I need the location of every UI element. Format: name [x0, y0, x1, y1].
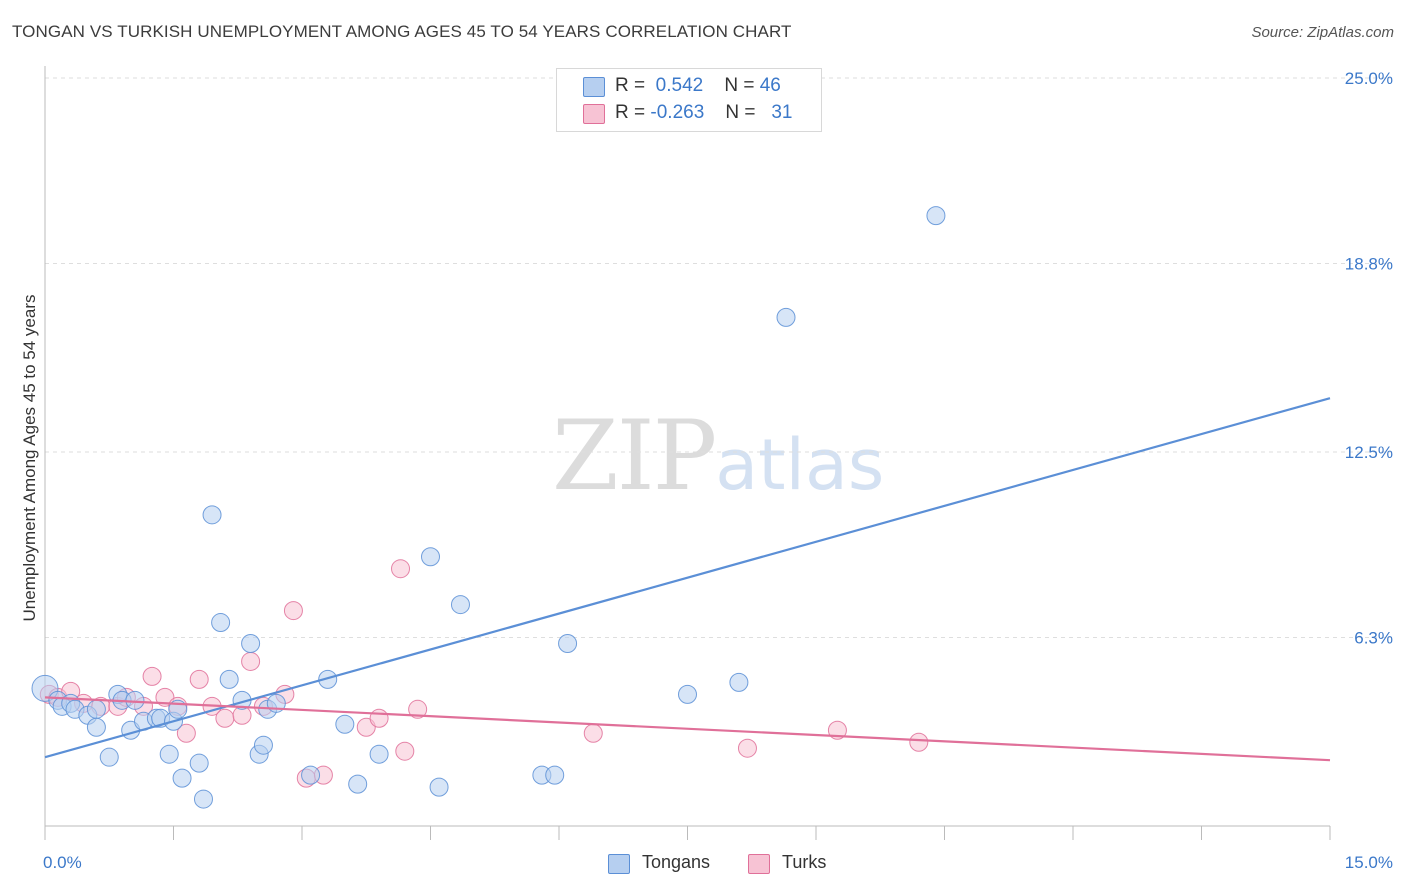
r-label: R = [615, 75, 646, 96]
tongan-point [253, 735, 273, 755]
turk-point [189, 669, 209, 689]
chart-title: TONGAN VS TURKISH UNEMPLOYMENT AMONG AGE… [12, 22, 792, 41]
turk-point [909, 732, 929, 752]
tongans-label: Tongans [642, 852, 711, 872]
tongan-point [348, 774, 368, 794]
turk-point [142, 666, 162, 686]
tongan-point [421, 547, 440, 567]
y-tick-labels: 6.3% 12.5% 18.8% 25.0% [1345, 69, 1393, 648]
tongan-point [219, 669, 239, 689]
turk-point [176, 723, 196, 743]
turk-point [283, 601, 303, 621]
tongans-swatch [583, 77, 605, 97]
watermark-atlas: atlas [715, 424, 885, 506]
source-label: Source: ZipAtlas.com [1251, 24, 1394, 41]
n-value: 46 [759, 75, 781, 96]
turk-point [391, 559, 411, 579]
turks-swatch [583, 104, 605, 124]
tongan-point [369, 744, 389, 764]
turk-point [241, 651, 261, 671]
tongan-point [86, 717, 106, 737]
turks-trend-line [44, 696, 1331, 762]
turk-point [215, 708, 235, 728]
tongan-point [189, 753, 209, 773]
turk-point [369, 708, 389, 728]
tongan-point [678, 684, 697, 704]
correlation-legend: R = 0.542 N = 46 R = -0.263 N = 31 [556, 68, 822, 132]
y-tick-label: 12.5% [1345, 443, 1393, 462]
r-value: -0.263 [650, 102, 705, 123]
tongan-point [211, 613, 231, 633]
y-tick-label: 6.3% [1354, 629, 1393, 648]
tongan-point [450, 595, 470, 615]
watermark-zip: ZIP [552, 400, 717, 512]
tongan-point [776, 307, 796, 327]
tongans-points [31, 206, 946, 809]
y-axis-title: Unemployment Among Ages 45 to 54 years [20, 294, 39, 622]
turks-label: Turks [782, 852, 827, 872]
y-tick-label: 25.0% [1345, 69, 1393, 88]
tongan-point [301, 765, 321, 785]
tongan-point [729, 672, 749, 692]
turk-point [583, 723, 603, 743]
r-value: 0.542 [655, 75, 704, 96]
tongan-point [241, 633, 261, 653]
n-label: N = [724, 75, 755, 96]
tongan-point [159, 744, 179, 764]
tongan-point [335, 714, 355, 734]
x-tick-labels: 0.0% 15.0% [43, 853, 1393, 872]
tongan-point [99, 747, 119, 767]
tongan-point [545, 765, 565, 785]
n-value: 31 [771, 102, 793, 123]
watermark: ZIPatlas [552, 400, 884, 512]
y-tick-label: 18.8% [1345, 255, 1393, 274]
turks-swatch [748, 854, 770, 874]
tongan-point [193, 789, 213, 809]
tongan-point [558, 633, 578, 653]
x-tick-label: 15.0% [1345, 853, 1393, 872]
tongan-point [318, 669, 338, 689]
tongan-point [172, 768, 192, 788]
tongan-point [429, 777, 449, 797]
turk-point [408, 699, 428, 719]
tongans-trend-line [44, 397, 1331, 759]
tongan-point [202, 505, 222, 525]
tongan-point [86, 699, 106, 719]
n-label: N = [725, 102, 756, 123]
grid-lines [45, 77, 1392, 639]
tongan-point [926, 206, 946, 226]
turk-point [395, 741, 415, 761]
turk-point [827, 720, 847, 740]
legend-text: R = 0.542 N = 46 [615, 75, 781, 97]
legend-text: R = -0.263 N = 31 [615, 102, 792, 124]
x-tick-label: 0.0% [43, 853, 82, 872]
r-label: R = [615, 102, 646, 123]
turk-point [737, 738, 757, 758]
trend-lines [44, 397, 1331, 762]
tongans-swatch [608, 854, 630, 874]
